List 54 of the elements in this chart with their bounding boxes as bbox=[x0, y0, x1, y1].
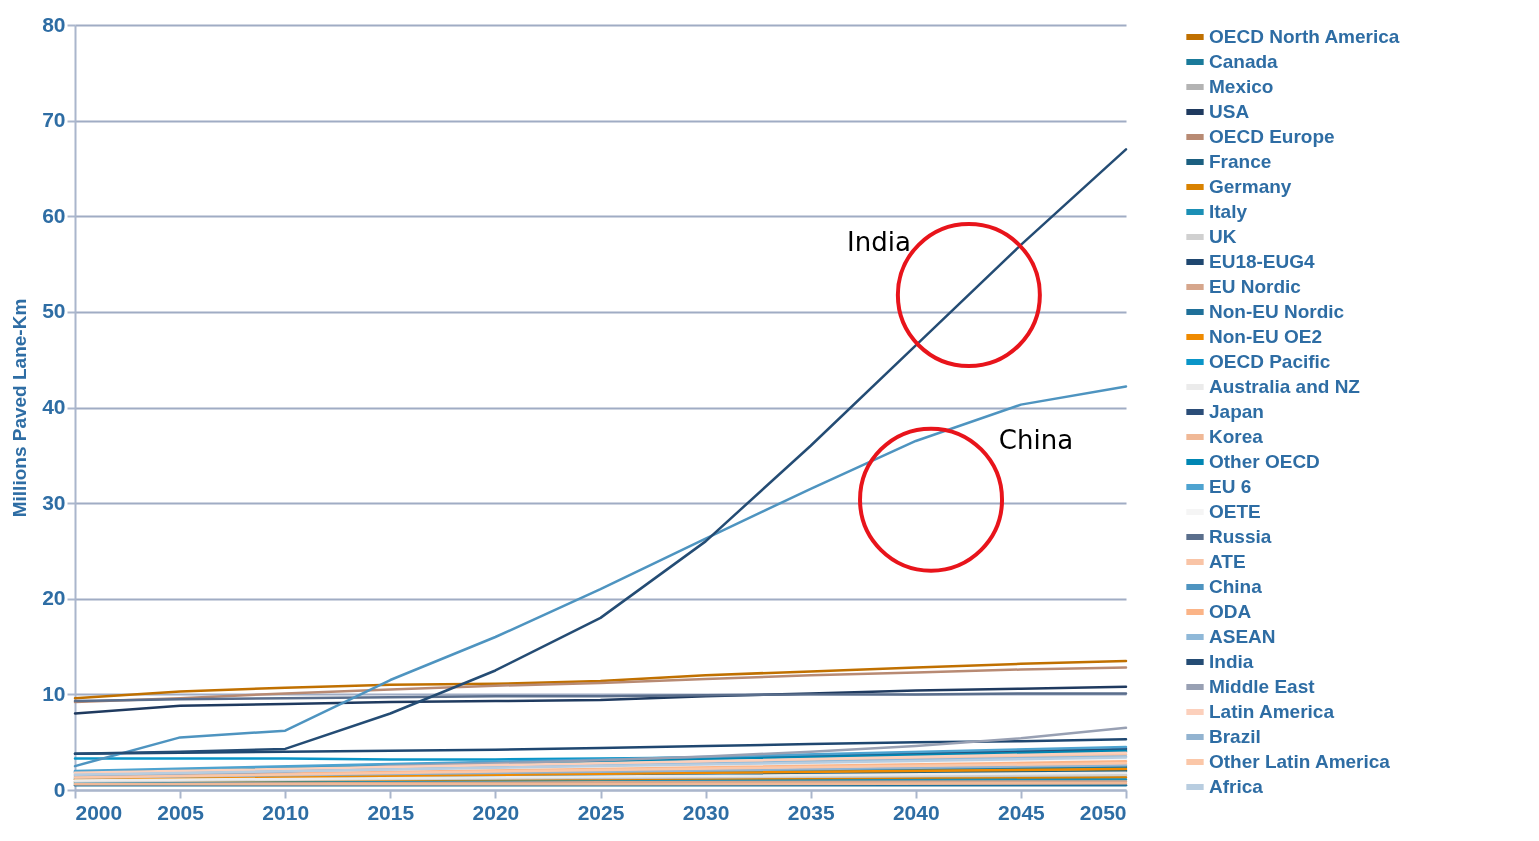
y-tick-label: 30 bbox=[42, 490, 66, 514]
legend-label: Middle East bbox=[1209, 676, 1316, 697]
annotation: China bbox=[998, 425, 1074, 455]
y-tick-label: 70 bbox=[42, 108, 66, 132]
y-tick-label: 10 bbox=[42, 681, 66, 705]
legend-label: ATE bbox=[1209, 551, 1246, 572]
legend-label: France bbox=[1209, 151, 1272, 172]
x-tick-label: 2010 bbox=[262, 800, 310, 824]
y-tick-label: 80 bbox=[42, 12, 66, 36]
legend-label: EU Nordic bbox=[1209, 276, 1302, 297]
annotation: India bbox=[847, 227, 911, 257]
x-tick-label: 2040 bbox=[892, 800, 940, 824]
legend-label: Non-EU Nordic bbox=[1209, 301, 1345, 322]
legend-label: China bbox=[1209, 576, 1263, 597]
x-tick-label: 2000 bbox=[75, 800, 123, 824]
legend-label: Germany bbox=[1209, 176, 1292, 197]
legend-label: EU18-EUG4 bbox=[1209, 251, 1316, 272]
legend-label: OETE bbox=[1209, 501, 1261, 522]
legend-label: UK bbox=[1209, 226, 1237, 247]
y-tick-label: 20 bbox=[42, 586, 66, 610]
x-tick-label: 2025 bbox=[577, 800, 625, 824]
legend-label: Brazil bbox=[1209, 726, 1261, 747]
legend-label: India bbox=[1209, 651, 1254, 672]
x-tick-label: 2005 bbox=[157, 800, 205, 824]
x-tick-label: 2030 bbox=[682, 800, 730, 824]
legend-label: Russia bbox=[1209, 526, 1272, 547]
legend-label: Australia and NZ bbox=[1209, 376, 1361, 397]
y-tick-label: 60 bbox=[42, 203, 66, 227]
legend-label: Other Latin America bbox=[1209, 751, 1391, 772]
legend-label: ODA bbox=[1209, 601, 1252, 622]
legend-label: OECD Pacific bbox=[1209, 351, 1331, 372]
legend-label: OECD North America bbox=[1209, 26, 1400, 47]
y-tick-label: 40 bbox=[42, 395, 66, 418]
legend-label: USA bbox=[1209, 101, 1250, 122]
legend-label: Non-EU OE2 bbox=[1209, 326, 1322, 347]
legend-label: Korea bbox=[1209, 426, 1264, 447]
legend-label: Africa bbox=[1209, 776, 1264, 797]
legend-label: OECD Europe bbox=[1209, 126, 1335, 147]
x-tick-label: 2035 bbox=[787, 800, 835, 824]
legend-label: Latin America bbox=[1209, 701, 1335, 722]
x-tick-label: 2015 bbox=[367, 800, 415, 824]
x-tick-label: 2050 bbox=[1079, 800, 1127, 824]
legend-label: Other OECD bbox=[1209, 451, 1320, 472]
y-axis-title: Millions Paved Lane-Km bbox=[9, 298, 31, 518]
legend-label: Mexico bbox=[1209, 76, 1274, 97]
legend-label: EU 6 bbox=[1209, 476, 1252, 497]
y-tick-label: 0 bbox=[53, 777, 66, 801]
legend-label: ASEAN bbox=[1209, 626, 1276, 647]
legend-label: Italy bbox=[1209, 201, 1248, 222]
legend-label: Japan bbox=[1209, 401, 1264, 422]
x-tick-label: 2045 bbox=[998, 800, 1046, 824]
y-tick-label: 50 bbox=[42, 299, 66, 323]
x-tick-label: 2020 bbox=[472, 800, 520, 824]
legend-label: Canada bbox=[1209, 51, 1279, 72]
